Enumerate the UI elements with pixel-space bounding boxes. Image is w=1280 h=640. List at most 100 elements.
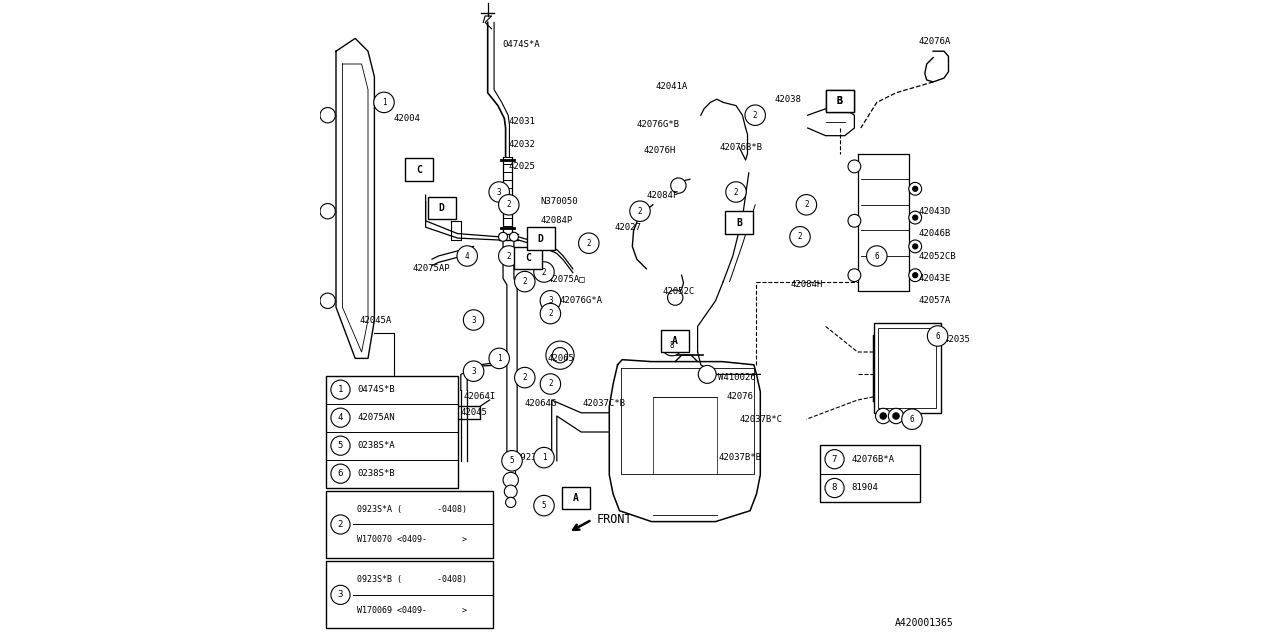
- Circle shape: [826, 479, 845, 498]
- Text: 2: 2: [637, 207, 643, 216]
- Circle shape: [909, 182, 922, 195]
- Text: 42037C*B: 42037C*B: [582, 399, 626, 408]
- Circle shape: [534, 495, 554, 516]
- Text: 2: 2: [541, 268, 547, 276]
- Circle shape: [489, 182, 509, 202]
- Text: 6: 6: [338, 469, 343, 478]
- Text: 2: 2: [548, 309, 553, 318]
- Text: 0238S*B: 0238S*B: [357, 469, 394, 478]
- Text: 6: 6: [910, 415, 914, 424]
- Circle shape: [927, 326, 947, 346]
- Bar: [527, 227, 556, 250]
- Circle shape: [330, 380, 351, 399]
- Circle shape: [893, 413, 900, 419]
- Text: 2: 2: [507, 200, 511, 209]
- Text: 42076G*B: 42076G*B: [637, 120, 680, 129]
- Circle shape: [330, 408, 351, 428]
- Text: B: B: [837, 96, 842, 106]
- Circle shape: [876, 408, 891, 424]
- Text: 2: 2: [522, 373, 527, 382]
- Text: 42076B*A: 42076B*A: [851, 454, 895, 464]
- Text: 0923S*B (       -0408): 0923S*B ( -0408): [357, 575, 467, 584]
- Text: 42043E: 42043E: [919, 274, 951, 283]
- Circle shape: [504, 485, 517, 498]
- Text: 42057A: 42057A: [919, 296, 951, 305]
- Circle shape: [330, 436, 351, 455]
- Text: 42052CB: 42052CB: [919, 252, 956, 260]
- Bar: [428, 196, 456, 220]
- Text: 7: 7: [832, 454, 837, 464]
- Bar: [826, 90, 854, 113]
- Circle shape: [881, 413, 887, 419]
- Circle shape: [888, 408, 904, 424]
- Text: 42045A: 42045A: [360, 316, 392, 324]
- Circle shape: [909, 240, 922, 253]
- Text: 42052C: 42052C: [663, 287, 695, 296]
- Text: 42065: 42065: [548, 354, 573, 363]
- Text: 4: 4: [338, 413, 343, 422]
- Text: 42035: 42035: [945, 335, 970, 344]
- Text: 3: 3: [471, 316, 476, 324]
- Circle shape: [553, 348, 568, 363]
- Circle shape: [502, 451, 522, 471]
- Circle shape: [909, 269, 922, 282]
- Circle shape: [726, 182, 746, 202]
- Text: 42038: 42038: [774, 95, 801, 104]
- Text: 5: 5: [509, 456, 515, 465]
- Text: 2: 2: [338, 520, 343, 529]
- Circle shape: [849, 160, 860, 173]
- Text: W410026: W410026: [718, 373, 755, 382]
- Text: 0923S*A: 0923S*A: [516, 453, 553, 462]
- Circle shape: [849, 214, 860, 227]
- Text: 1: 1: [541, 453, 547, 462]
- Bar: [878, 328, 937, 408]
- Circle shape: [463, 361, 484, 381]
- Text: 42043D: 42043D: [919, 207, 951, 216]
- Text: N370050: N370050: [540, 197, 579, 206]
- Text: W170069 <0409-       >: W170069 <0409- >: [357, 606, 467, 615]
- Circle shape: [540, 303, 561, 324]
- Circle shape: [498, 195, 520, 215]
- Text: 42037B*B: 42037B*B: [718, 453, 762, 462]
- Text: W170070 <0409-       >: W170070 <0409- >: [357, 536, 467, 545]
- Text: D: D: [439, 203, 444, 213]
- Bar: [513, 246, 543, 269]
- Text: A: A: [573, 493, 579, 503]
- Circle shape: [545, 341, 575, 369]
- Circle shape: [498, 232, 507, 241]
- Text: 2: 2: [522, 277, 527, 286]
- Circle shape: [540, 374, 561, 394]
- Text: A: A: [672, 336, 678, 346]
- Circle shape: [913, 273, 918, 278]
- Text: 42084P: 42084P: [540, 216, 573, 225]
- Bar: [820, 445, 920, 502]
- Text: 42064G: 42064G: [525, 399, 557, 408]
- Circle shape: [457, 246, 477, 266]
- Circle shape: [463, 310, 484, 330]
- Text: 42075AN: 42075AN: [357, 413, 394, 422]
- Circle shape: [320, 108, 335, 123]
- Text: 42027: 42027: [614, 223, 641, 232]
- Text: 4: 4: [465, 252, 470, 260]
- Circle shape: [320, 204, 335, 219]
- Text: 2: 2: [586, 239, 591, 248]
- Text: B: B: [736, 218, 742, 228]
- Text: 42045: 42045: [461, 408, 488, 417]
- Circle shape: [503, 472, 518, 488]
- Text: C: C: [416, 164, 422, 175]
- Text: B: B: [837, 96, 842, 106]
- Text: 42075A□: 42075A□: [548, 274, 585, 283]
- Circle shape: [745, 105, 765, 125]
- Circle shape: [699, 365, 717, 383]
- Text: 2: 2: [753, 111, 758, 120]
- Text: 42076A: 42076A: [919, 37, 951, 46]
- Text: 0474S*B: 0474S*B: [357, 385, 394, 394]
- Circle shape: [509, 232, 518, 241]
- Text: 42084H: 42084H: [791, 280, 823, 289]
- Text: 42041A: 42041A: [657, 82, 689, 91]
- Text: 42031: 42031: [508, 117, 535, 126]
- Circle shape: [579, 233, 599, 253]
- Text: 42076H: 42076H: [644, 146, 676, 155]
- Text: 2: 2: [733, 188, 739, 196]
- Text: 3: 3: [338, 590, 343, 600]
